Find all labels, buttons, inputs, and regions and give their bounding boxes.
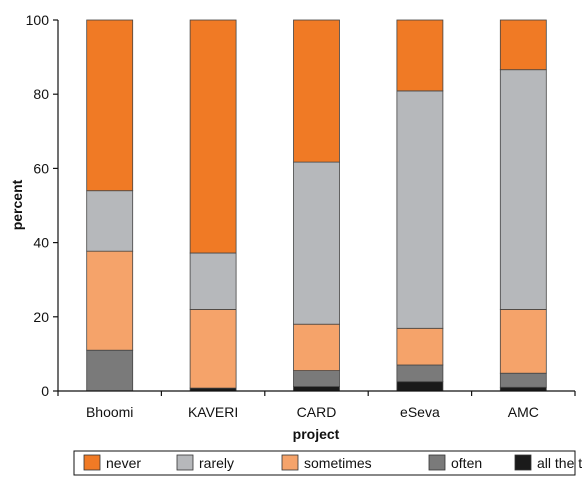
bar-segment-kaveri-rarely (189, 252, 237, 310)
x-tick-label: KAVERI (188, 404, 238, 420)
x-tick-label: AMC (508, 404, 539, 420)
legend-label-often: often (451, 455, 482, 471)
x-tick-label: Bhoomi (86, 404, 133, 420)
bar-segment-bhoomi-sometimes (86, 250, 134, 351)
legend: never rarely sometimes often all the time (73, 450, 582, 476)
legend-swatch-never (83, 454, 101, 471)
legend-swatch-sometimes (281, 454, 299, 471)
bar-segment-bhoomi-never (86, 19, 134, 192)
y-tick-label: 100 (26, 12, 50, 28)
bar-segment-card-sometimes (293, 323, 340, 372)
legend-label-rarely: rarely (199, 455, 234, 471)
x-tick-label: CARD (297, 404, 337, 420)
bar-segment-eseva-all-the-time (396, 381, 444, 392)
y-tick-label: 40 (33, 235, 49, 251)
bar-segment-card-all-the-time (293, 386, 340, 392)
y-tick-label: 20 (33, 309, 49, 325)
bar-segment-card-never (293, 19, 340, 163)
bar-segment-amc-rarely (499, 69, 547, 310)
legend-label-never: never (106, 455, 141, 471)
x-tick-label: eSeva (400, 404, 440, 420)
legend-label-all-the-time: all the time (537, 455, 582, 471)
legend-swatch-all-the-time (514, 454, 532, 471)
bar-segment-kaveri-sometimes (189, 308, 237, 389)
bar-segment-eseva-rarely (396, 90, 444, 329)
bar-segment-eseva-never (396, 19, 444, 92)
y-tick-label: 60 (33, 160, 49, 176)
y-axis-title: percent (9, 179, 25, 230)
bar-segment-amc-often (499, 372, 547, 388)
bar-segment-kaveri-never (189, 19, 237, 254)
bar-segment-bhoomi-rarely (86, 190, 134, 252)
x-axis-title: project (293, 426, 340, 442)
bar-segment-card-often (293, 370, 340, 388)
bar-segment-eseva-often (396, 364, 444, 383)
bar-segment-bhoomi-often (86, 349, 134, 392)
bar-segment-amc-sometimes (499, 308, 547, 374)
legend-label-sometimes: sometimes (304, 455, 372, 471)
bar-segment-eseva-sometimes (396, 327, 444, 366)
legend-swatch-often (428, 454, 446, 471)
legend-box (73, 450, 576, 476)
bar-segment-amc-never (499, 19, 547, 71)
legend-swatch-rarely (176, 454, 194, 471)
bar-segment-card-rarely (293, 161, 340, 325)
y-tick-label: 0 (41, 383, 49, 399)
y-tick-label: 80 (33, 86, 49, 102)
